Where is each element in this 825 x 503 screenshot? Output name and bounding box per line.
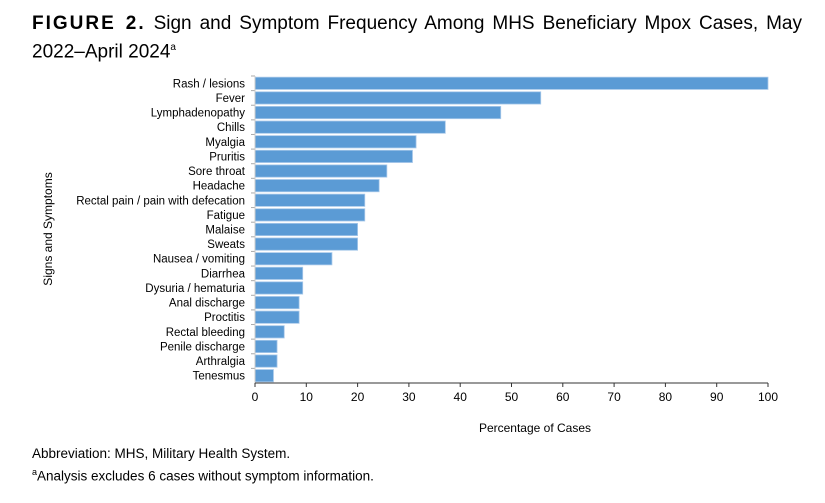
bar (254, 208, 366, 222)
title-footnote-marker: a (170, 42, 176, 53)
category-label: Arthralgia (196, 356, 246, 368)
figure-title-text: Sign and Symptom Frequency Among MHS Ben… (32, 13, 802, 63)
bar (254, 325, 285, 339)
footnote-marker: a (32, 467, 38, 477)
footnote-text: Analysis excludes 6 cases without sympto… (37, 468, 374, 484)
x-tick-label: 10 (300, 390, 314, 404)
x-tick-label: 0 (252, 390, 259, 404)
abbreviation-note: Abbreviation: MHS, Military Health Syste… (32, 446, 291, 461)
category-label: Diarrhea (201, 268, 246, 280)
x-tick-label: 30 (402, 390, 416, 404)
category-label: Pruritis (209, 151, 245, 163)
footnote: aAnalysis excludes 6 cases without sympt… (32, 463, 374, 486)
figure-notes: Abbreviation: MHS, Military Health Syste… (32, 444, 374, 486)
category-label: Malaise (205, 225, 245, 237)
bar (254, 120, 446, 134)
bar (254, 281, 304, 295)
x-tick-label: 50 (505, 390, 519, 404)
category-label: Proctitis (204, 312, 245, 324)
category-label: Rectal pain / pain with defecation (76, 195, 245, 207)
figure-label: FIGURE 2. (32, 13, 146, 34)
category-label: Nausea / vomiting (153, 254, 245, 266)
figure-title: FIGURE 2. Sign and Symptom Frequency Amo… (32, 12, 802, 64)
category-label: Tenesmus (193, 371, 246, 383)
category-label: Rash / lesions (173, 78, 245, 90)
y-axis-title: Signs and Symptoms (41, 172, 55, 285)
category-label: Lymphadenopathy (151, 108, 245, 120)
category-label: Rectal bleeding (166, 327, 245, 339)
x-axis-title: Percentage of Cases (479, 421, 591, 435)
bar (254, 222, 358, 237)
bar (254, 149, 413, 163)
x-tick-label: 80 (659, 390, 673, 404)
x-tick-label: 60 (556, 390, 570, 404)
bar (254, 135, 417, 149)
bar (254, 252, 333, 266)
bar (254, 310, 300, 324)
category-label: Fatigue (207, 210, 245, 222)
category-label: Anal discharge (169, 298, 245, 310)
x-tick-label: 90 (710, 390, 724, 404)
bar (254, 76, 769, 90)
category-label: Fever (216, 93, 246, 105)
bar (254, 91, 542, 105)
x-tick-label: 70 (607, 390, 621, 404)
category-label: Sore throat (188, 166, 246, 178)
bar (254, 369, 274, 383)
x-tick-label: 40 (454, 390, 468, 404)
category-label: Chills (217, 122, 245, 134)
bar (254, 164, 388, 178)
category-label: Sweats (207, 239, 245, 251)
bar (254, 354, 278, 368)
bar (254, 237, 358, 251)
bar (254, 193, 366, 207)
bar (254, 266, 304, 280)
x-tick-label: 20 (351, 390, 365, 404)
bar (254, 339, 278, 353)
category-label: Myalgia (205, 137, 245, 149)
category-label: Headache (193, 181, 245, 193)
category-label: Penile discharge (160, 341, 245, 353)
category-label: Dysuria / hematuria (145, 283, 245, 295)
bar (254, 179, 380, 193)
bar (254, 296, 300, 310)
bar (254, 106, 502, 120)
x-tick-label: 100 (758, 390, 778, 404)
